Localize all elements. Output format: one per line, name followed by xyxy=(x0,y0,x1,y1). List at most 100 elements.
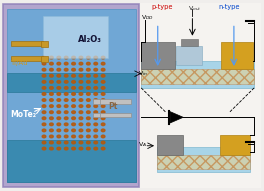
Circle shape xyxy=(72,147,76,150)
Circle shape xyxy=(50,105,53,108)
Circle shape xyxy=(42,93,46,95)
Circle shape xyxy=(50,123,53,126)
Circle shape xyxy=(57,74,61,77)
Circle shape xyxy=(57,123,61,126)
Circle shape xyxy=(57,147,61,150)
Circle shape xyxy=(72,68,76,71)
Bar xyxy=(181,39,198,46)
Circle shape xyxy=(101,111,105,113)
Circle shape xyxy=(64,129,68,132)
Circle shape xyxy=(72,56,76,59)
Circle shape xyxy=(50,129,53,132)
Circle shape xyxy=(64,56,68,59)
Circle shape xyxy=(72,81,76,83)
Circle shape xyxy=(94,87,98,89)
Circle shape xyxy=(64,147,68,150)
Circle shape xyxy=(79,135,83,138)
Circle shape xyxy=(87,87,90,89)
Bar xyxy=(99,99,131,104)
Circle shape xyxy=(87,135,90,138)
Circle shape xyxy=(79,87,83,89)
Bar xyxy=(176,46,202,65)
Circle shape xyxy=(42,129,46,132)
Bar xyxy=(221,42,253,69)
Circle shape xyxy=(57,117,61,120)
Circle shape xyxy=(50,117,53,120)
Circle shape xyxy=(94,105,98,108)
Circle shape xyxy=(72,74,76,77)
Circle shape xyxy=(42,56,46,59)
Bar xyxy=(11,56,43,61)
Bar xyxy=(41,40,49,47)
Circle shape xyxy=(50,141,53,144)
Circle shape xyxy=(72,87,76,89)
Circle shape xyxy=(42,135,46,138)
Circle shape xyxy=(42,147,46,150)
Circle shape xyxy=(64,81,68,83)
Circle shape xyxy=(79,147,83,150)
Bar xyxy=(220,135,250,155)
Circle shape xyxy=(64,99,68,101)
Circle shape xyxy=(42,141,46,144)
Bar xyxy=(99,112,131,117)
Circle shape xyxy=(42,68,46,71)
Bar xyxy=(7,73,136,92)
Circle shape xyxy=(57,99,61,101)
Circle shape xyxy=(87,141,90,144)
Circle shape xyxy=(94,147,98,150)
Circle shape xyxy=(42,74,46,77)
Circle shape xyxy=(64,141,68,144)
Circle shape xyxy=(94,81,98,83)
Circle shape xyxy=(101,123,105,126)
Circle shape xyxy=(64,123,68,126)
Circle shape xyxy=(50,68,53,71)
Circle shape xyxy=(79,93,83,95)
Circle shape xyxy=(42,62,46,65)
Circle shape xyxy=(50,111,53,113)
Circle shape xyxy=(42,99,46,101)
Circle shape xyxy=(64,68,68,71)
Circle shape xyxy=(87,117,90,120)
Circle shape xyxy=(94,62,98,65)
Circle shape xyxy=(50,74,53,77)
Circle shape xyxy=(79,129,83,132)
Bar xyxy=(157,147,250,172)
Circle shape xyxy=(57,141,61,144)
Circle shape xyxy=(79,81,83,83)
Text: V$_{in}$: V$_{in}$ xyxy=(138,69,148,78)
Circle shape xyxy=(101,141,105,144)
Circle shape xyxy=(50,99,53,101)
Circle shape xyxy=(50,87,53,89)
Circle shape xyxy=(64,111,68,113)
Circle shape xyxy=(57,62,61,65)
Circle shape xyxy=(101,135,105,138)
Text: p-type: p-type xyxy=(152,4,173,10)
Bar xyxy=(157,135,183,155)
Circle shape xyxy=(87,99,90,101)
Circle shape xyxy=(72,111,76,113)
Bar xyxy=(141,69,254,84)
Circle shape xyxy=(101,147,105,150)
Circle shape xyxy=(42,81,46,83)
Bar xyxy=(141,61,254,88)
Circle shape xyxy=(87,81,90,83)
Circle shape xyxy=(79,56,83,59)
Circle shape xyxy=(101,87,105,89)
Circle shape xyxy=(64,87,68,89)
Circle shape xyxy=(87,111,90,113)
Polygon shape xyxy=(170,112,183,123)
Circle shape xyxy=(87,105,90,108)
Circle shape xyxy=(64,62,68,65)
Circle shape xyxy=(94,56,98,59)
Circle shape xyxy=(94,117,98,120)
Circle shape xyxy=(101,129,105,132)
Circle shape xyxy=(79,99,83,101)
Circle shape xyxy=(50,56,53,59)
Circle shape xyxy=(94,68,98,71)
Circle shape xyxy=(101,74,105,77)
Circle shape xyxy=(87,62,90,65)
Circle shape xyxy=(72,105,76,108)
Circle shape xyxy=(94,123,98,126)
Circle shape xyxy=(72,135,76,138)
Circle shape xyxy=(87,56,90,59)
